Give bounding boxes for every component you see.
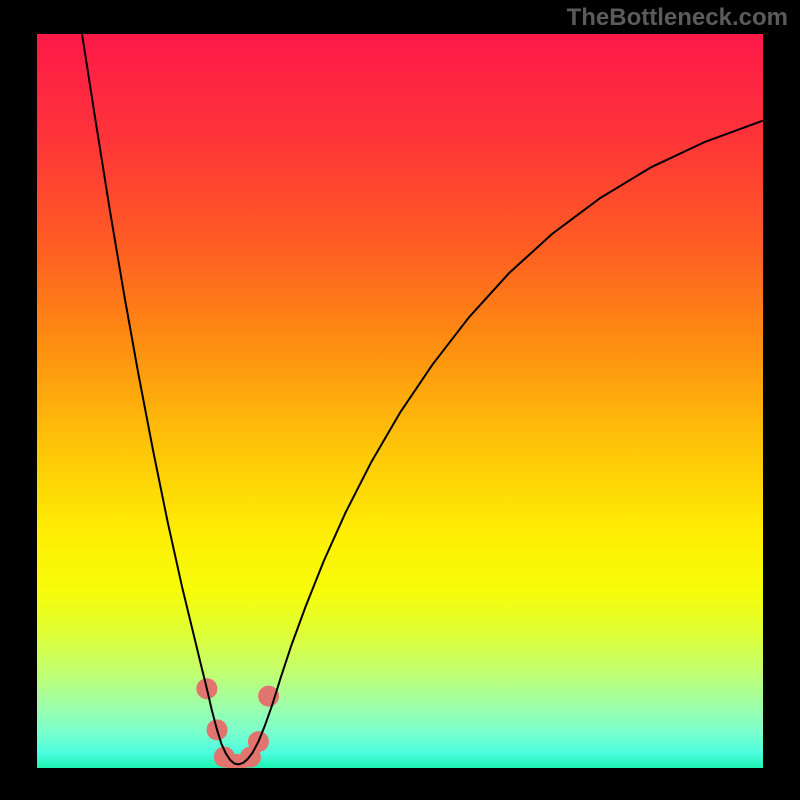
canvas: TheBottleneck.com	[0, 0, 800, 800]
watermark-text: TheBottleneck.com	[567, 4, 788, 32]
plot-area	[37, 34, 763, 768]
chart-svg	[37, 34, 763, 768]
gradient-background	[37, 34, 763, 768]
